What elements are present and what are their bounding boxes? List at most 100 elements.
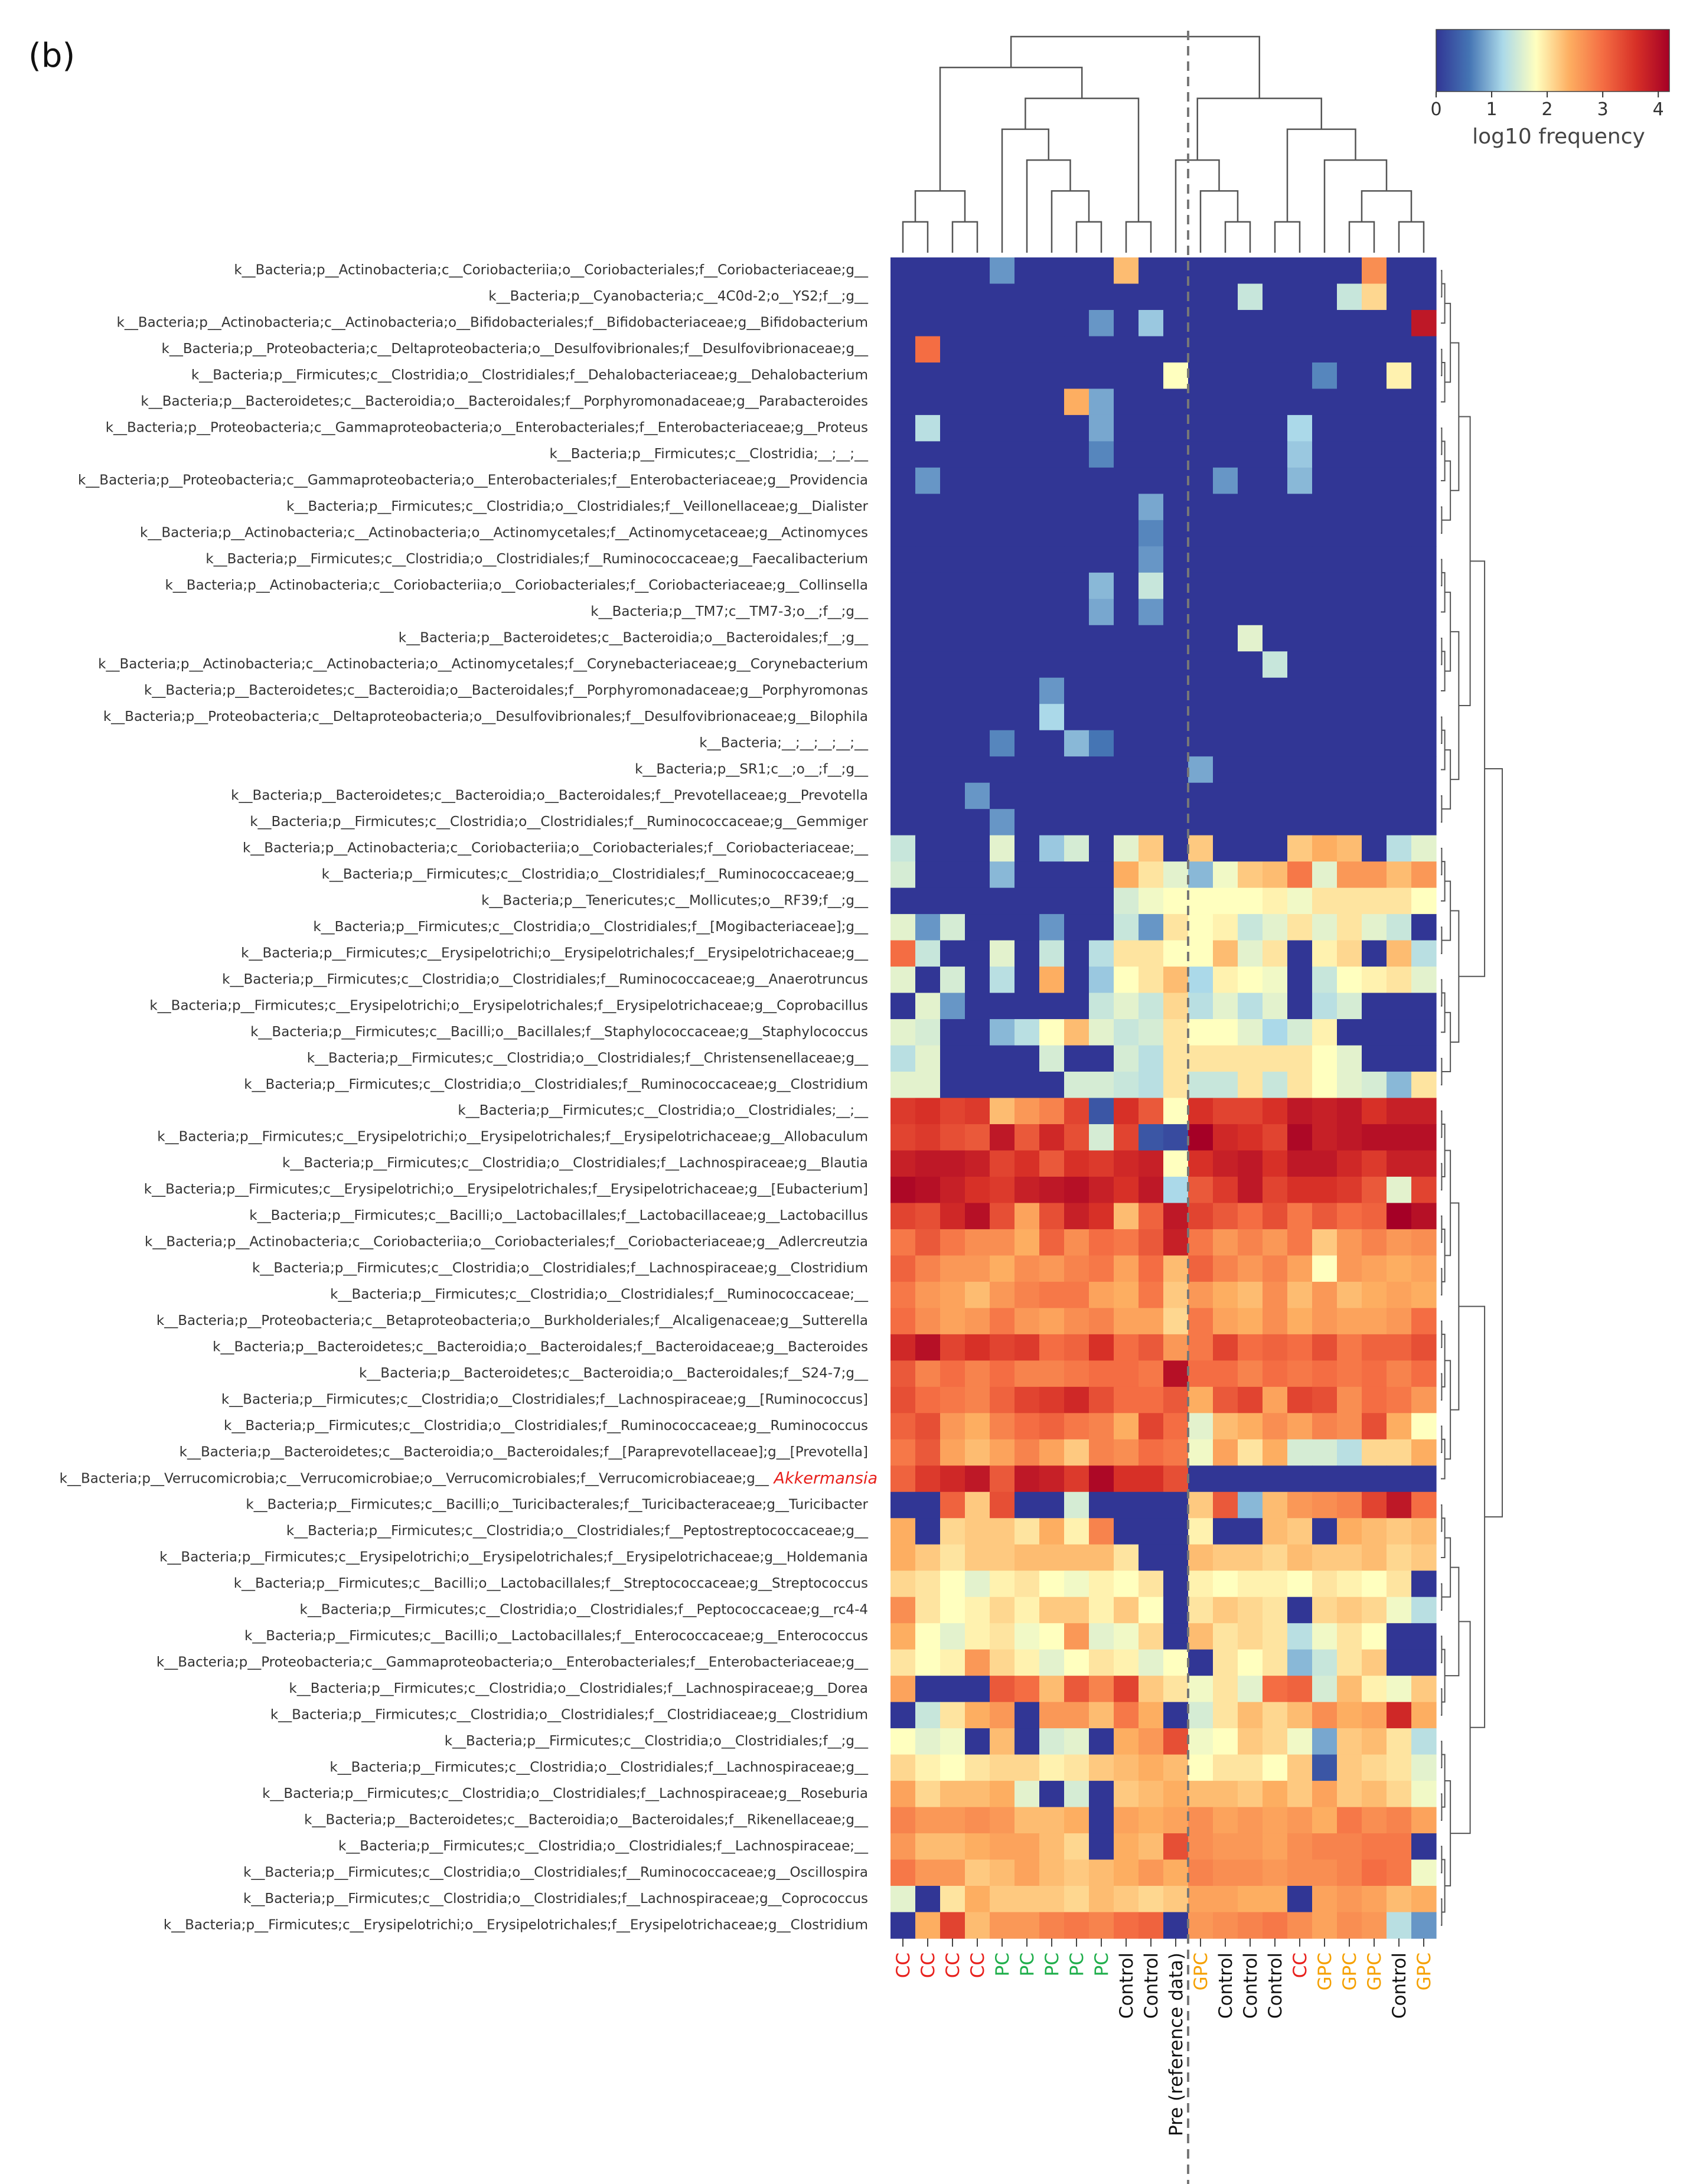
- heatmap-cell: [1337, 756, 1362, 784]
- heatmap-cell: [1188, 1702, 1214, 1729]
- heatmap-cell: [1139, 914, 1164, 941]
- heatmap-cell: [1188, 1413, 1214, 1440]
- heatmap-cell: [1362, 756, 1387, 784]
- heatmap-cell: [1114, 441, 1139, 468]
- heatmap-cell: [1064, 1833, 1089, 1860]
- heatmap-cell: [1163, 1045, 1189, 1072]
- heatmap-cell: [1039, 494, 1065, 521]
- heatmap-cell: [1114, 389, 1139, 416]
- heatmap-cell: [1238, 599, 1263, 626]
- heatmap-cell: [940, 572, 965, 599]
- heatmap-cell: [1139, 756, 1164, 784]
- heatmap-cell: [890, 1176, 916, 1204]
- heatmap-cell: [1213, 362, 1238, 390]
- heatmap-cell: [1114, 1544, 1139, 1571]
- heatmap-cell: [1337, 1072, 1362, 1099]
- heatmap-cell: [1114, 1334, 1139, 1361]
- heatmap-cell: [1039, 283, 1065, 311]
- heatmap-cell: [1163, 1203, 1189, 1230]
- heatmap-cell: [890, 1255, 916, 1282]
- heatmap-cell: [1188, 1465, 1214, 1493]
- heatmap-cell: [1089, 1886, 1114, 1913]
- heatmap-cell: [915, 1912, 941, 1939]
- heatmap-cell: [965, 1754, 990, 1781]
- heatmap-cell: [1387, 1098, 1412, 1125]
- heatmap-cell: [1287, 914, 1313, 941]
- heatmap-cell: [1387, 651, 1412, 678]
- heatmap-cell: [890, 1308, 916, 1335]
- heatmap-cell: [1411, 309, 1437, 337]
- heatmap-cell: [940, 1676, 965, 1703]
- heatmap-cell: [1213, 599, 1238, 626]
- heatmap-cell: [1064, 1886, 1089, 1913]
- row-label: k__Bacteria;p__Firmicutes;c__Clostridia;…: [221, 1392, 868, 1408]
- heatmap-cell: [965, 861, 990, 889]
- heatmap-cell: [1114, 283, 1139, 311]
- heatmap-cell: [1362, 1571, 1387, 1598]
- heatmap-cell: [1114, 677, 1139, 704]
- row-label: k__Bacteria;p__Proteobacteria;c__Betapro…: [156, 1313, 868, 1328]
- heatmap-cell: [1238, 993, 1263, 1020]
- heatmap-cell: [890, 1019, 916, 1046]
- heatmap-cell: [1238, 677, 1263, 704]
- heatmap-cell: [1114, 1255, 1139, 1282]
- heatmap-cell: [1287, 336, 1313, 363]
- heatmap-cell: [1387, 414, 1412, 442]
- heatmap-cell: [1312, 494, 1338, 521]
- heatmap-cell: [1387, 1439, 1412, 1466]
- heatmap-cell: [1387, 1702, 1412, 1729]
- heatmap-cell: [1163, 572, 1189, 599]
- heatmap-cell: [1411, 414, 1437, 442]
- heatmap-cell: [1312, 887, 1338, 915]
- heatmap-cell: [1362, 1045, 1387, 1072]
- heatmap-cell: [965, 1045, 990, 1072]
- row-label: k__Bacteria;p__Bacteroidetes;c__Bacteroi…: [144, 683, 868, 698]
- row-label: k__Bacteria;p__Tenericutes;c__Mollicutes…: [481, 893, 868, 908]
- heatmap-cell: [1163, 1518, 1189, 1545]
- heatmap-cell: [1064, 467, 1089, 494]
- heatmap-cell: [965, 1098, 990, 1125]
- heatmap-cell: [1139, 1019, 1164, 1046]
- heatmap-cell: [1064, 1334, 1089, 1361]
- heatmap-cell: [1387, 336, 1412, 363]
- heatmap-cell: [1337, 809, 1362, 836]
- heatmap-cell: [1039, 1019, 1065, 1046]
- heatmap-cell: [1213, 309, 1238, 337]
- heatmap-cell: [1387, 914, 1412, 941]
- heatmap-cell: [1114, 1859, 1139, 1886]
- heatmap-cell: [1362, 887, 1387, 915]
- heatmap-cell: [1387, 1754, 1412, 1781]
- heatmap-cell: [1139, 441, 1164, 468]
- heatmap-cell: [1287, 441, 1313, 468]
- row-label: k__Bacteria;p__Firmicutes;c__Clostridia;…: [338, 1839, 869, 1854]
- row-label: k__Bacteria;p__Cyanobacteria;c__4C0d-2;o…: [488, 289, 868, 304]
- heatmap-cell: [1163, 677, 1189, 704]
- heatmap-cell: [1188, 861, 1214, 889]
- heatmap-cell: [1411, 1623, 1437, 1650]
- heatmap-cell: [965, 1360, 990, 1388]
- heatmap-cell: [1064, 1859, 1089, 1886]
- heatmap-cell: [1015, 1597, 1040, 1624]
- heatmap-cell: [1039, 756, 1065, 784]
- heatmap-cell: [1238, 336, 1263, 363]
- heatmap-cell: [1263, 599, 1288, 626]
- heatmap-cell: [1213, 1413, 1238, 1440]
- heatmap-cell: [1312, 625, 1338, 652]
- heatmap-cell: [915, 1413, 941, 1440]
- heatmap-cell: [1337, 1334, 1362, 1361]
- heatmap-cell: [1139, 1912, 1164, 1939]
- heatmap-cell: [1139, 1859, 1164, 1886]
- heatmap-cell: [1188, 1019, 1214, 1046]
- heatmap-cell: [1064, 1754, 1089, 1781]
- heatmap-cell: [1411, 1912, 1437, 1939]
- heatmap-cell: [940, 1334, 965, 1361]
- heatmap-cell: [1238, 756, 1263, 784]
- dendrogram-branch: [1444, 302, 1451, 383]
- column-label: CC: [893, 1953, 914, 1978]
- heatmap-cell: [1337, 1571, 1362, 1598]
- heatmap-cell: [1089, 1413, 1114, 1440]
- heatmap-cell: [1039, 809, 1065, 836]
- heatmap-cell: [1039, 704, 1065, 731]
- heatmap-cell: [1213, 1150, 1238, 1177]
- heatmap-cell: [1064, 1649, 1089, 1676]
